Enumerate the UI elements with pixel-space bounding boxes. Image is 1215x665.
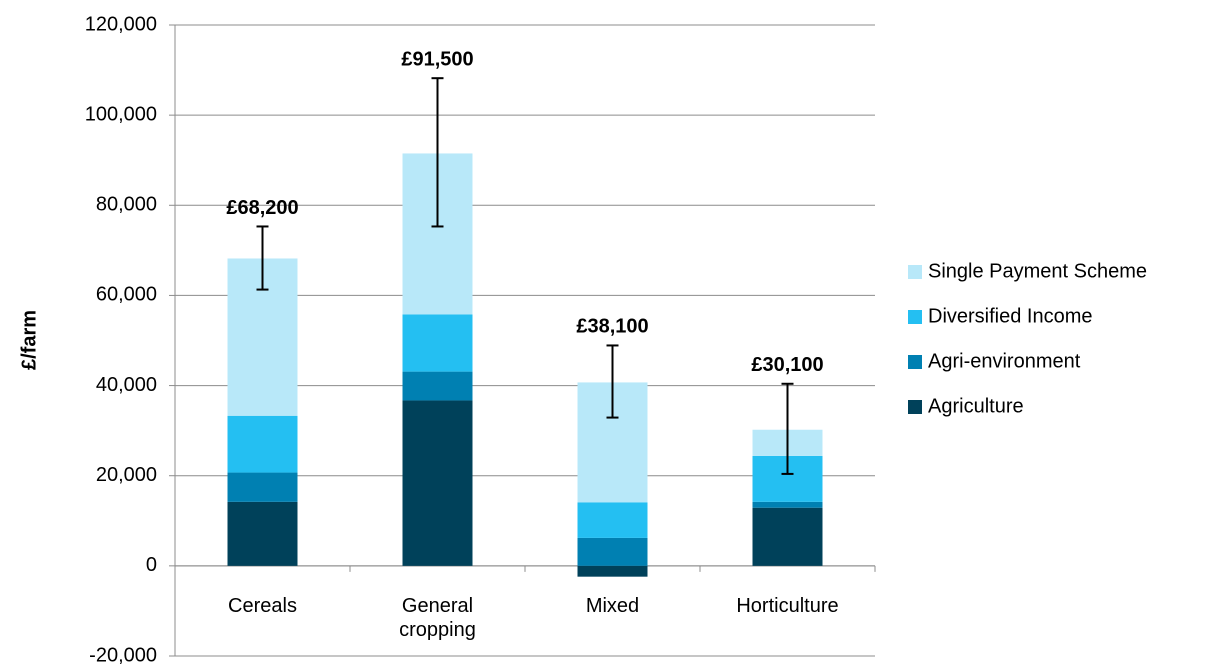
legend-swatch [908,355,922,369]
y-tick-label: -20,000 [89,644,157,665]
bar-segment [227,415,298,473]
bar-segment [402,400,473,566]
bar-segment [402,314,473,372]
bar-segment [227,472,298,502]
total-label: £30,100 [751,354,823,376]
y-tick-label: 20,000 [96,464,157,486]
x-tick-label: Mixed [585,594,640,617]
bar-segment [577,502,648,538]
bar-segment [577,537,648,566]
x-tick-label: General cropping [399,594,476,641]
bar-segment [752,501,823,508]
y-tick-label: 100,000 [85,103,157,125]
legend-swatch [908,310,922,324]
legend-label: Agri-environment [928,350,1081,372]
bar-segment [577,565,648,577]
legend-swatch [908,265,922,279]
x-tick-label: Cereals [228,594,297,617]
y-tick-label: 40,000 [96,374,157,396]
total-label: £68,200 [226,197,298,219]
total-label: £38,100 [576,316,648,338]
legend-label: Diversified Income [928,305,1093,327]
total-label: £91,500 [401,48,473,70]
legend-swatch [908,400,922,414]
y-tick-label: 60,000 [96,284,157,306]
y-tick-label: 80,000 [96,194,157,216]
bar-segment [402,371,473,401]
y-axis-label: £/farm [18,310,40,370]
y-tick-label: 120,000 [85,13,157,35]
y-tick-label: 0 [146,554,157,576]
bar-segment [227,501,298,566]
legend-label: Agriculture [928,395,1024,417]
x-tick-label: Horticulture [736,594,839,617]
legend-label: Single Payment Scheme [928,260,1147,282]
bar-segment [752,507,823,566]
